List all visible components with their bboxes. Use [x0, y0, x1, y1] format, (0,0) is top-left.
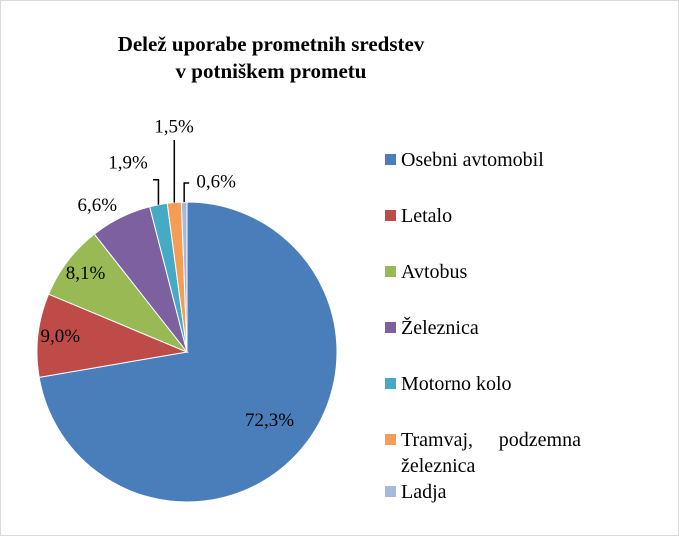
chart-title: Delež uporabe prometnih sredstev v potni… [117, 32, 425, 83]
legend-item: Avtobus [385, 259, 625, 285]
legend-swatch [385, 210, 396, 221]
leader-line [153, 178, 160, 205]
data-label: 9,0% [41, 326, 81, 347]
legend-swatch [385, 434, 396, 445]
pie-slice [36, 293, 189, 378]
legend-swatch [385, 378, 396, 389]
data-label: 0,6% [196, 171, 236, 192]
legend-swatch [385, 486, 396, 497]
pie-slice [180, 201, 188, 353]
legend-label: Ladja [401, 481, 447, 503]
legend-item: Osebni avtomobil [385, 147, 625, 173]
legend-item: Ladja [385, 479, 625, 505]
leader-line [183, 182, 190, 203]
data-label: 6,6% [78, 195, 118, 216]
data-label: 1,5% [154, 116, 194, 137]
legend-item: Železnica [385, 315, 625, 341]
legend: Osebni avtomobil Letalo Avtobus Železnica Mo… [385, 147, 625, 535]
data-label: 8,1% [66, 263, 106, 284]
data-label: 72,3% [245, 410, 294, 431]
legend-swatch [385, 154, 396, 165]
data-label: 1,9% [108, 152, 148, 173]
legend-item: Letalo [385, 203, 625, 229]
legend-label: Železnica [401, 317, 479, 339]
legend-label: Avtobus [401, 261, 468, 283]
legend-label: Tramvaj, podzemna železnica [401, 429, 581, 477]
legend-label: Letalo [401, 205, 453, 227]
legend-item: Motorno kolo [385, 371, 625, 397]
legend-swatch [385, 322, 396, 333]
legend-item: Tramvaj, podzemna železnica [385, 427, 625, 479]
legend-swatch [385, 266, 396, 277]
legend-label: Motorno kolo [401, 373, 512, 395]
legend-label: Osebni avtomobil [401, 149, 544, 171]
